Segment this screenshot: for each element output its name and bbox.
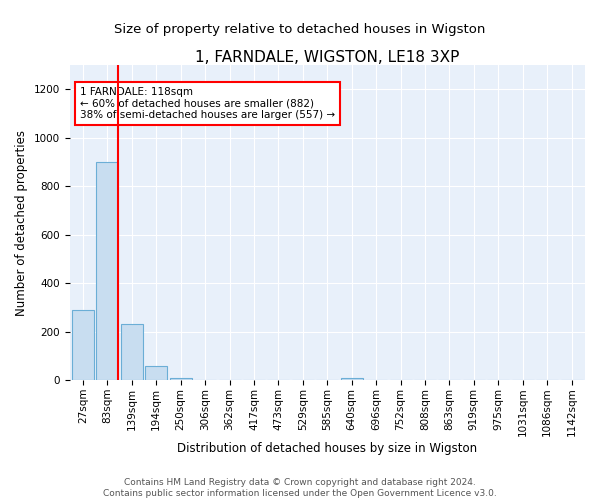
Bar [72,310,94,380]
Text: Size of property relative to detached houses in Wigston: Size of property relative to detached ho… [115,22,485,36]
Bar [170,378,191,380]
Bar [121,324,143,380]
X-axis label: Distribution of detached houses by size in Wigston: Distribution of detached houses by size … [177,442,478,455]
Title: 1, FARNDALE, WIGSTON, LE18 3XP: 1, FARNDALE, WIGSTON, LE18 3XP [195,50,460,65]
Text: 1 FARNDALE: 118sqm
← 60% of detached houses are smaller (882)
38% of semi-detach: 1 FARNDALE: 118sqm ← 60% of detached hou… [80,87,335,120]
Bar [341,378,362,380]
Text: Contains HM Land Registry data © Crown copyright and database right 2024.
Contai: Contains HM Land Registry data © Crown c… [103,478,497,498]
Y-axis label: Number of detached properties: Number of detached properties [15,130,28,316]
Bar [97,162,118,380]
Bar [145,366,167,380]
